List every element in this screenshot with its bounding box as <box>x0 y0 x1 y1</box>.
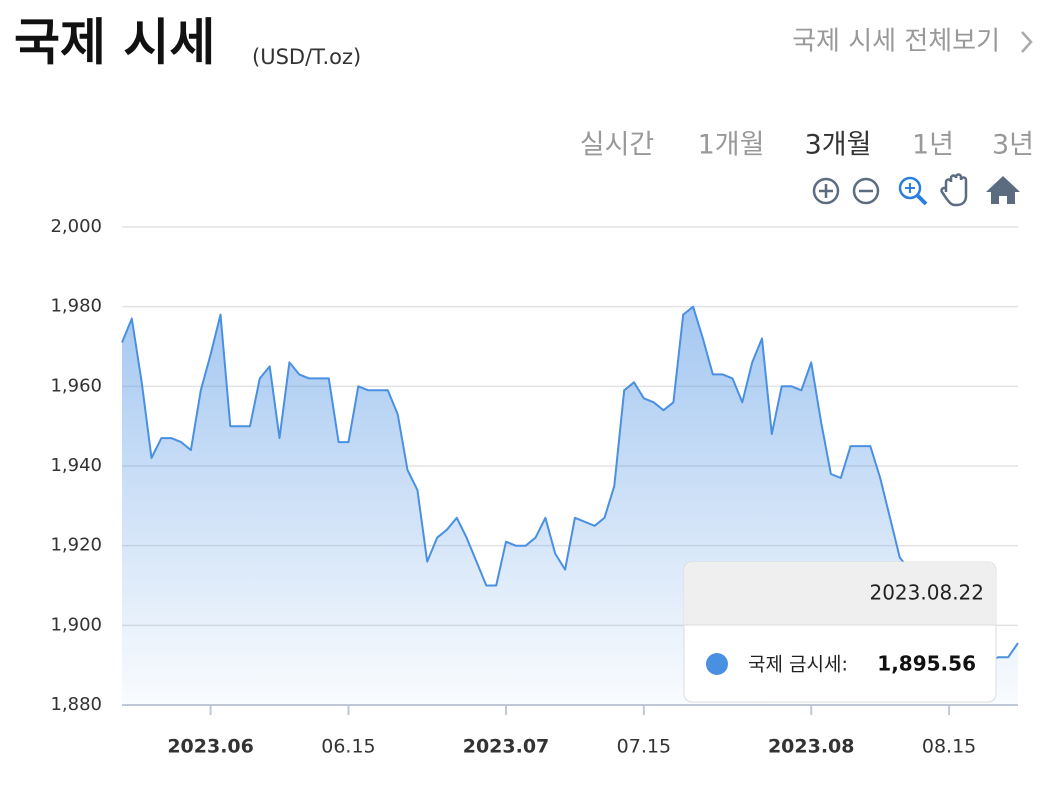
tooltip-value: 1,895.56 <box>877 652 976 676</box>
y-tick-label: 1,980 <box>50 296 102 317</box>
x-tick-label: 2023.06 <box>167 736 254 758</box>
tooltip-label: 국제 금시세: <box>748 654 848 676</box>
tooltip-date: 2023.08.22 <box>869 581 984 605</box>
x-tick-label: 2023.08 <box>768 736 855 758</box>
chevron[interactable] <box>1021 31 1033 53</box>
tooltip: 2023.08.22 국제 금시세: 1,895.56 <box>683 561 997 703</box>
all-prices-link[interactable]: 국제 시세 전체보기 <box>792 27 1000 57</box>
range-tab[interactable]: 3개월 <box>805 130 872 161</box>
zoom-in[interactable] <box>812 177 840 205</box>
toolbar <box>812 173 1020 207</box>
page-title: 국제 시세 <box>14 14 215 72</box>
range-tab[interactable]: 1년 <box>912 130 954 161</box>
pan[interactable] <box>940 173 968 207</box>
zoom-out[interactable] <box>852 177 880 205</box>
range-tab[interactable]: 실시간 <box>580 130 655 161</box>
y-tick-label: 1,940 <box>50 455 102 476</box>
y-tick-label: 1,900 <box>50 614 102 635</box>
price-line <box>121 305 1019 663</box>
reset-home[interactable] <box>986 176 1020 204</box>
x-tick-label: 2023.07 <box>463 736 550 758</box>
unit: (USD/T.oz) <box>252 45 361 69</box>
x-tick-label: 08.15 <box>922 736 976 758</box>
y-tick-label: 1,960 <box>50 375 102 396</box>
y-tick-label: 1,920 <box>50 535 102 556</box>
zoom-select[interactable] <box>898 176 928 206</box>
tooltip-dot <box>706 653 728 675</box>
range-tab[interactable]: 1개월 <box>698 130 765 161</box>
x-tick-label: 07.15 <box>617 736 671 758</box>
y-tick-label: 2,000 <box>50 216 102 237</box>
tooltip-header <box>685 563 995 625</box>
range-tabs: 실시간 1개월 3개월 1년 3년 <box>580 130 1034 161</box>
y-tick-label: 1,880 <box>50 694 102 715</box>
x-tick-label: 06.15 <box>321 736 375 758</box>
range-tab[interactable]: 3년 <box>992 130 1034 161</box>
